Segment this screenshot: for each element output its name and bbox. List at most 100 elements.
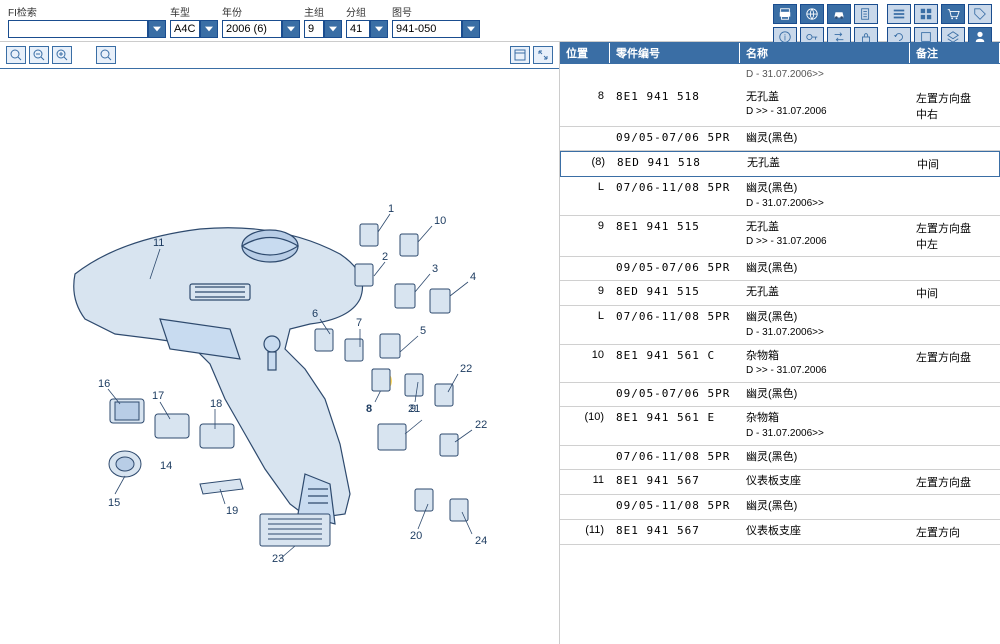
- svg-text:24: 24: [475, 535, 487, 547]
- zoom-region-button[interactable]: [96, 46, 116, 64]
- cell-partno: 07/06-11/08 5PR: [610, 306, 740, 343]
- model-dropdown[interactable]: [200, 20, 218, 38]
- cell-partno: 8ED 941 518: [611, 152, 741, 176]
- cell-partno: 07/06-11/08 5PR: [610, 446, 740, 469]
- cell-name: 幽灵(黑色): [740, 127, 910, 150]
- table-header: 位置 零件编号 名称 备注: [560, 42, 1000, 64]
- year-input[interactable]: [222, 20, 282, 38]
- cell-pos: (10): [560, 407, 610, 444]
- model-input[interactable]: [170, 20, 200, 38]
- tag-button[interactable]: [968, 4, 992, 24]
- doc-button[interactable]: [854, 4, 878, 24]
- table-row[interactable]: 09/05-07/06 5PR幽灵(黑色): [560, 127, 1000, 151]
- svg-text:22: 22: [475, 419, 487, 431]
- year-dropdown[interactable]: [282, 20, 300, 38]
- svg-text:2: 2: [382, 251, 388, 263]
- cell-note: [910, 383, 1000, 406]
- search-label: FI检索: [8, 4, 166, 19]
- cell-pos: (8): [561, 152, 611, 176]
- cell-name: 杂物箱D - 31.07.2006>>: [740, 407, 910, 444]
- cell-partno: 8E1 941 567: [610, 470, 740, 494]
- table-row[interactable]: 98E1 941 515无孔盖D >> - 31.07.2006左置方向盘中左: [560, 216, 1000, 257]
- cell-note: 左置方向盘中右: [910, 86, 1000, 126]
- globe-button[interactable]: [800, 4, 824, 24]
- cell-pos: 9: [560, 216, 610, 256]
- cell-name: 幽灵(黑色): [740, 495, 910, 518]
- cell-note: 中间: [911, 152, 999, 176]
- list-button[interactable]: [887, 4, 911, 24]
- illno-dropdown[interactable]: [462, 20, 480, 38]
- cell-name: 幽灵(黑色): [740, 257, 910, 280]
- col-note: 备注: [910, 43, 1000, 63]
- table-row[interactable]: 118E1 941 567仪表板支座左置方向盘: [560, 470, 1000, 495]
- svg-text:16: 16: [98, 378, 110, 390]
- cell-name: 幽灵(黑色)D - 31.07.2006>>: [740, 306, 910, 343]
- cell-pos: L: [560, 177, 610, 214]
- search-dropdown[interactable]: [148, 20, 166, 38]
- subgrp-dropdown[interactable]: [370, 20, 388, 38]
- table-body[interactable]: D - 31.07.2006>> 88E1 941 518无孔盖D >> - 3…: [560, 64, 1000, 644]
- search-input[interactable]: [8, 20, 148, 38]
- cell-pos: [560, 495, 610, 518]
- svg-text:14: 14: [160, 460, 172, 472]
- cart-button[interactable]: [941, 4, 965, 24]
- cell-pos: 10: [560, 345, 610, 382]
- svg-text:19: 19: [226, 505, 238, 517]
- cell-name: 杂物箱D >> - 31.07.2006: [740, 345, 910, 382]
- table-row[interactable]: 108E1 941 561 C杂物箱D >> - 31.07.2006左置方向盘: [560, 345, 1000, 383]
- table-row[interactable]: 88E1 941 518无孔盖D >> - 31.07.2006左置方向盘中右: [560, 86, 1000, 127]
- maingrp-dropdown[interactable]: [324, 20, 342, 38]
- fit-window-button[interactable]: [510, 46, 530, 64]
- svg-text:i: i: [784, 33, 786, 43]
- maingrp-label: 主组: [304, 4, 342, 19]
- cell-name: 无孔盖: [740, 281, 910, 305]
- cell-partno: 09/05-07/06 5PR: [610, 127, 740, 150]
- table-row[interactable]: D - 31.07.2006>>: [560, 64, 1000, 86]
- subgrp-input[interactable]: [346, 20, 370, 38]
- table-row[interactable]: 07/06-11/08 5PR幽灵(黑色): [560, 446, 1000, 470]
- svg-text:15: 15: [108, 497, 120, 509]
- svg-text:11: 11: [153, 237, 164, 249]
- svg-text:8: 8: [366, 403, 372, 415]
- svg-text:17: 17: [152, 390, 164, 402]
- cell-pos: L: [560, 306, 610, 343]
- table-row[interactable]: L07/06-11/08 5PR幽灵(黑色)D - 31.07.2006>>: [560, 177, 1000, 215]
- table-row[interactable]: (8)8ED 941 518无孔盖中间: [560, 151, 1000, 177]
- car-button[interactable]: [827, 4, 851, 24]
- filter-bar: FI检索 车型 年份 主组 分组 图号: [0, 0, 1000, 42]
- model-field: 车型: [170, 4, 218, 38]
- illno-input[interactable]: [392, 20, 462, 38]
- zoom-fit-button[interactable]: [6, 46, 26, 64]
- svg-text:7: 7: [356, 317, 362, 329]
- view-toolbar: [0, 42, 559, 69]
- diagram-canvas[interactable]: 1 10 2 3 4 5 6 7 8 9 21 22 22 20 24 11: [0, 69, 559, 629]
- table-row[interactable]: L07/06-11/08 5PR幽灵(黑色)D - 31.07.2006>>: [560, 306, 1000, 344]
- cell-note: [910, 177, 1000, 214]
- zoom-out-button[interactable]: [29, 46, 49, 64]
- grid-button[interactable]: [914, 4, 938, 24]
- search-field: FI检索: [8, 4, 166, 38]
- cell-note: [910, 407, 1000, 444]
- cell-note: 左置方向盘: [910, 470, 1000, 494]
- svg-text:4: 4: [470, 271, 476, 283]
- cell-pos: [560, 257, 610, 280]
- subgrp-field: 分组: [346, 4, 388, 38]
- svg-text:18: 18: [210, 398, 222, 410]
- cell-name: 幽灵(黑色): [740, 383, 910, 406]
- table-row[interactable]: (11)8E1 941 567仪表板支座左置方向: [560, 520, 1000, 545]
- print-button[interactable]: [773, 4, 797, 24]
- cell-partno: 07/06-11/08 5PR: [610, 177, 740, 214]
- model-label: 车型: [170, 4, 218, 19]
- cell-note: [910, 306, 1000, 343]
- table-row[interactable]: (10)8E1 941 561 E杂物箱D - 31.07.2006>>: [560, 407, 1000, 445]
- maingrp-input[interactable]: [304, 20, 324, 38]
- zoom-in-button[interactable]: [52, 46, 72, 64]
- table-row[interactable]: 09/05-07/06 5PR幽灵(黑色): [560, 383, 1000, 407]
- expand-button[interactable]: [533, 46, 553, 64]
- table-row[interactable]: 09/05-07/06 5PR幽灵(黑色): [560, 257, 1000, 281]
- table-row[interactable]: 98ED 941 515无孔盖中间: [560, 281, 1000, 306]
- cell-pos: (11): [560, 520, 610, 544]
- col-name: 名称: [740, 43, 910, 63]
- table-row[interactable]: 09/05-11/08 5PR幽灵(黑色): [560, 495, 1000, 519]
- cell-partno: 8E1 941 518: [610, 86, 740, 126]
